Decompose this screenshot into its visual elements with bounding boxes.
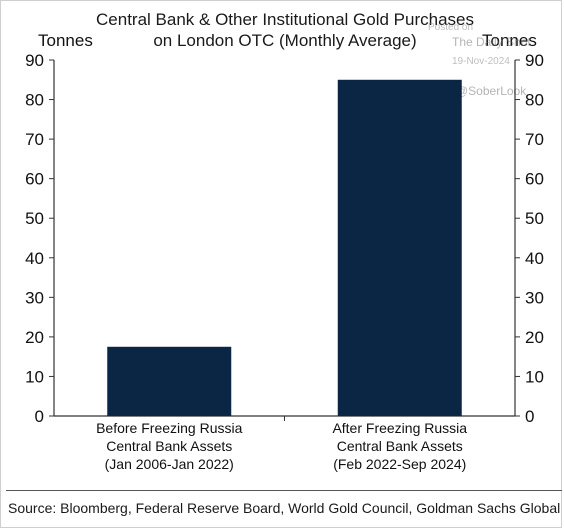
axes-group: 0 0 10 10 20 20 30 30 40 40 50 50 60 60 70 70 80 80 90 90 <box>25 51 544 426</box>
y-tick-label-left: 90 <box>25 51 44 70</box>
y-tick-label-left: 80 <box>25 91 44 110</box>
y-tick-label-right: 90 <box>525 51 544 70</box>
y-tick-label-right: 40 <box>525 249 544 268</box>
category-label-line: Central Bank Assets <box>337 438 463 454</box>
y-tick-label-right: 10 <box>525 367 544 386</box>
category-label-line: Before Freezing Russia <box>96 420 243 436</box>
y-tick-label-right: 80 <box>525 91 544 110</box>
chart-title: Central Bank & Other Institutional Gold … <box>96 10 474 29</box>
y-tick-label-right: 30 <box>525 288 544 307</box>
category-label-line: (Feb 2022-Sep 2024) <box>333 456 466 472</box>
watermark-handle: @SoberLook <box>456 84 527 98</box>
bar-2 <box>337 79 462 417</box>
y-tick-label-left: 40 <box>25 249 44 268</box>
y-tick-label-left: 70 <box>25 130 44 149</box>
y-tick-label-right: 70 <box>525 130 544 149</box>
y-tick-label-left: 60 <box>25 170 44 189</box>
category-label-line: Central Bank Assets <box>106 438 232 454</box>
watermark-site: The Daily Shot <box>452 35 531 49</box>
y-tick-label-left: 0 <box>35 407 44 426</box>
y-tick-label-left: 50 <box>25 209 44 228</box>
source-divider <box>6 490 562 491</box>
y-tick-label-left: 10 <box>25 367 44 386</box>
y-tick-label-left: 20 <box>25 328 44 347</box>
y-tick-label-right: 60 <box>525 170 544 189</box>
bar-1 <box>107 346 232 416</box>
category-labels-group: Before Freezing Russia Central Bank Asset… <box>96 420 467 472</box>
y-axis-label-left: Tonnes <box>38 31 93 50</box>
category-label-line: After Freezing Russia <box>332 420 467 436</box>
y-tick-label-right: 50 <box>525 209 544 228</box>
watermark-posted-on: Posted on <box>428 22 473 33</box>
chart-subtitle: on London OTC (Monthly Average) <box>153 31 416 50</box>
y-tick-label-right: 20 <box>525 328 544 347</box>
y-tick-label-left: 30 <box>25 288 44 307</box>
category-label-line: (Jan 2006-Jan 2022) <box>105 456 234 472</box>
y-axis-label-right: Tonnes <box>482 31 537 50</box>
bars-group <box>107 79 462 417</box>
watermark-date: 19-Nov-2024 <box>452 56 510 67</box>
y-tick-label-right: 0 <box>525 407 534 426</box>
source-note: Source: Bloomberg, Federal Reserve Board… <box>8 500 564 516</box>
